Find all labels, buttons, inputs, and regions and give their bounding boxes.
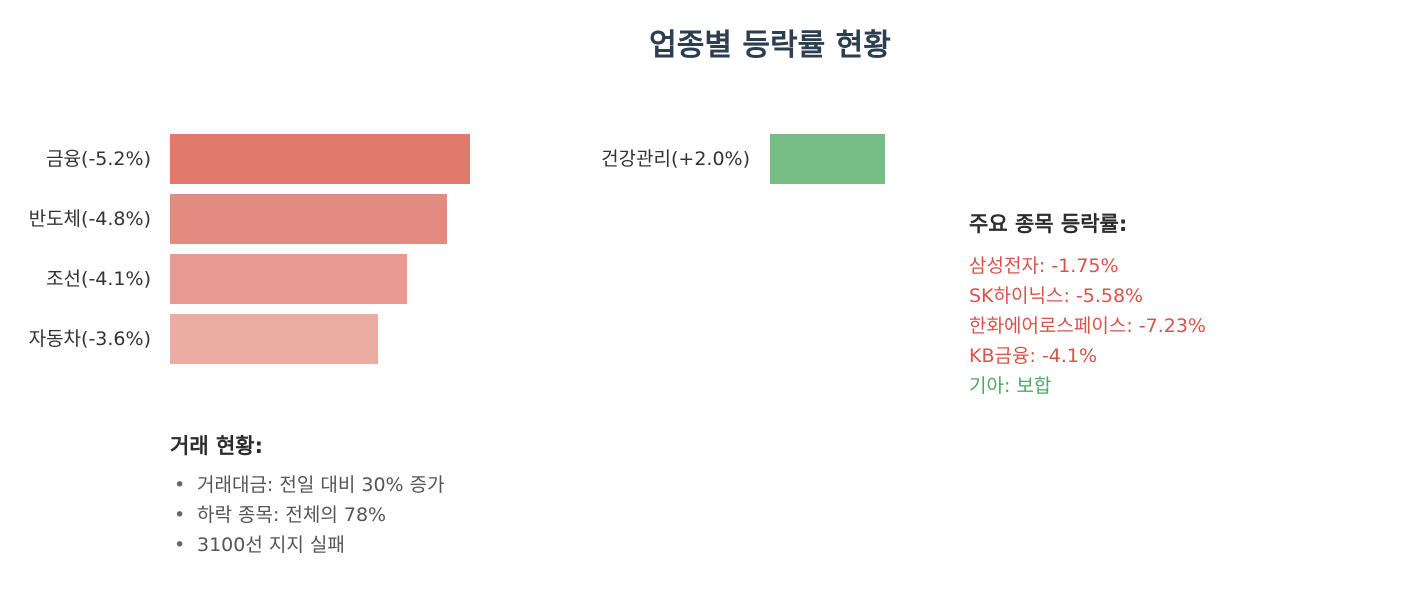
bar-label: 조선(-4.1%) bbox=[46, 268, 151, 290]
bar-label: 건강관리(+2.0%) bbox=[601, 148, 750, 170]
trading-list: • 거래대금: 전일 대비 30% 증가 • 하락 종목: 전체의 78% • 3100선… bbox=[174, 470, 445, 560]
bar-금융 bbox=[170, 134, 470, 184]
bar-label: 금융(-5.2%) bbox=[46, 148, 151, 170]
trading-item-text: 하락 종목: 전체의 78% bbox=[197, 504, 387, 526]
trading-item-text: 거래대금: 전일 대비 30% 증가 bbox=[197, 474, 445, 496]
trading-panel-title: 거래 현황: bbox=[170, 434, 263, 458]
bar-건강관리 bbox=[770, 134, 885, 184]
bullet-icon: • bbox=[174, 474, 186, 496]
bullet-icon: • bbox=[174, 534, 186, 556]
stock-item: KB금융: -4.1% bbox=[969, 345, 1098, 367]
bar-자동차 bbox=[170, 314, 378, 364]
stocks-panel-title: 주요 종목 등락률: bbox=[969, 212, 1128, 236]
trading-item: • 거래대금: 전일 대비 30% 증가 bbox=[174, 470, 445, 500]
bar-반도체 bbox=[170, 194, 447, 244]
chart-title: 업종별 등락률 현황 bbox=[649, 28, 891, 63]
stock-item: SK하이닉스: -5.58% bbox=[969, 285, 1144, 307]
bullet-icon: • bbox=[174, 504, 186, 526]
trading-item: • 3100선 지지 실패 bbox=[174, 530, 445, 560]
stock-item: 한화에어로스페이스: -7.23% bbox=[969, 315, 1206, 337]
stocks-list: 삼성전자: -1.75% SK하이닉스: -5.58% 한화에어로스페이스: -7.… bbox=[969, 251, 1206, 401]
bar-label: 자동차(-3.6%) bbox=[28, 328, 151, 350]
bar-label: 반도체(-4.8%) bbox=[28, 208, 151, 230]
trading-item: • 하락 종목: 전체의 78% bbox=[174, 500, 445, 530]
bar-조선 bbox=[170, 254, 407, 304]
trading-item-text: 3100선 지지 실패 bbox=[197, 534, 345, 556]
stock-item: 삼성전자: -1.75% bbox=[969, 255, 1119, 277]
stock-item: 기아: 보합 bbox=[969, 375, 1052, 397]
